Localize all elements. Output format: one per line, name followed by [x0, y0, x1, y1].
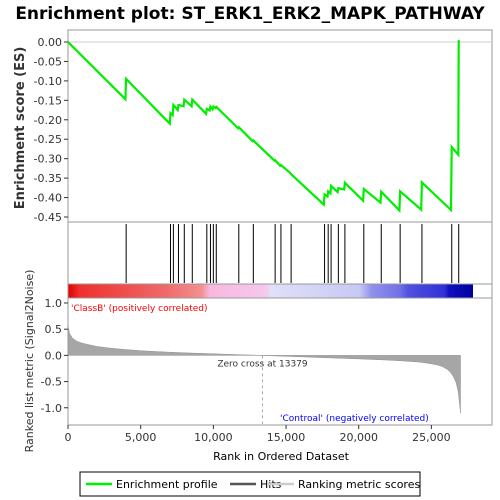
metric-tick-label: 0.0 [45, 349, 63, 362]
legend-profile-label: Enrichment profile [116, 478, 218, 491]
es-tick-label: -0.45 [34, 211, 62, 224]
x-axis-ticks: 0 5,000 10,000 15,000 20,000 25,000 [65, 425, 451, 444]
legend: Enrichment profile Hits Ranking metric s… [79, 471, 421, 497]
x-axis-label: Rank in Ordered Dataset [213, 450, 350, 463]
es-tick-label: -0.35 [34, 172, 62, 185]
es-axis-ticks: 0.00 -0.05 -0.10 -0.15 -0.20 -0.25 -0.30 -0.35 -… [34, 36, 68, 224]
x-tick-label: 10,000 [194, 431, 233, 444]
chart-title: Enrichment plot: ST_ERK1_ERK2_MAPK_PATHW… [15, 4, 485, 24]
es-tick-label: -0.20 [34, 114, 62, 127]
rank-color-bar [68, 284, 473, 298]
hits-panel [67, 221, 493, 285]
x-tick-label: 25,000 [412, 431, 451, 444]
legend-metric-label: Ranking metric scores [298, 478, 420, 491]
ranking-metric-area [67, 324, 461, 414]
es-tick-label: 0.00 [38, 36, 63, 49]
negative-class-label: 'Controal' (negatively correlated) [280, 414, 429, 424]
metric-tick-label: 1.0 [45, 297, 63, 310]
x-tick-label: 15,000 [267, 431, 306, 444]
metric-axis-label: Ranked list metric (Signal2Noise) [23, 270, 36, 453]
es-tick-label: -0.05 [34, 55, 62, 68]
es-tick-label: -0.15 [34, 94, 62, 107]
x-tick-label: 20,000 [339, 431, 378, 444]
metric-tick-label: 0.5 [45, 323, 63, 336]
es-tick-label: -0.30 [34, 153, 62, 166]
x-tick-label: 0 [65, 431, 72, 444]
positive-class-label: 'ClassB' (positively correlated) [71, 304, 208, 314]
metric-tick-label: -1.0 [41, 402, 62, 415]
metric-tick-label: -0.5 [41, 376, 62, 389]
enrichment-profile-line [67, 40, 460, 214]
es-panel [67, 29, 493, 223]
es-tick-label: -0.10 [34, 75, 62, 88]
es-tick-label: -0.25 [34, 133, 62, 146]
hits-group [125, 224, 460, 283]
es-axis-label: Enrichment score (ES) [13, 47, 28, 210]
es-tick-label: -0.40 [34, 192, 62, 205]
metric-axis-ticks: 1.0 0.5 0.0 -0.5 -1.0 [41, 297, 68, 415]
x-tick-label: 5,000 [125, 431, 157, 444]
zero-cross-label: Zero cross at 13379 [217, 359, 308, 369]
